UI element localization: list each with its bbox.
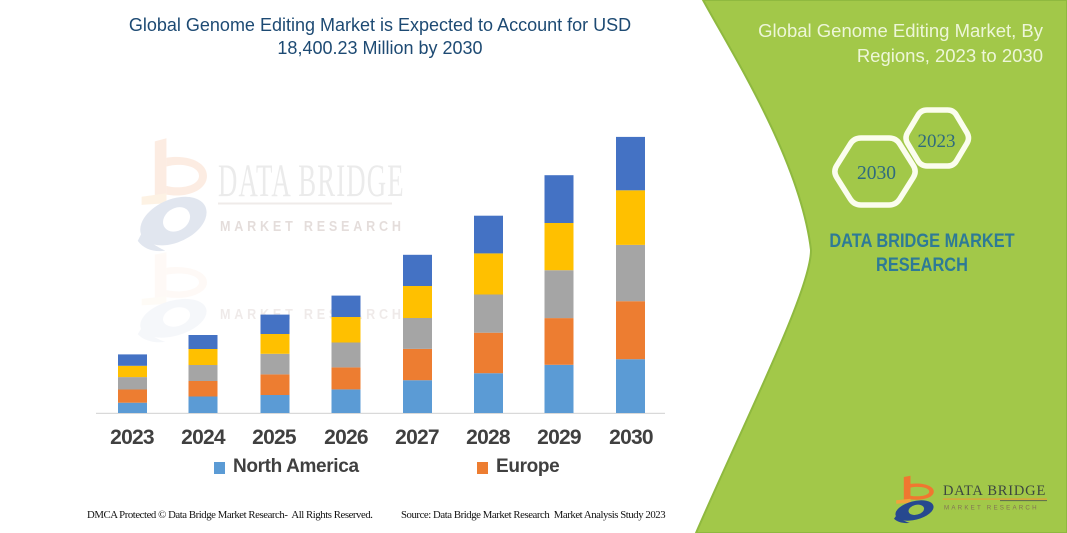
svg-text:DATA BRIDGE: DATA BRIDGE <box>943 483 1046 499</box>
svg-text:2023: 2023 <box>918 131 956 152</box>
svg-text:MARKET RESEARCH: MARKET RESEARCH <box>220 217 405 234</box>
svg-text:DATA BRIDGE: DATA BRIDGE <box>218 155 405 207</box>
svg-text:2030: 2030 <box>857 163 896 184</box>
svg-text:MARKET RESEARCH: MARKET RESEARCH <box>944 505 1039 512</box>
